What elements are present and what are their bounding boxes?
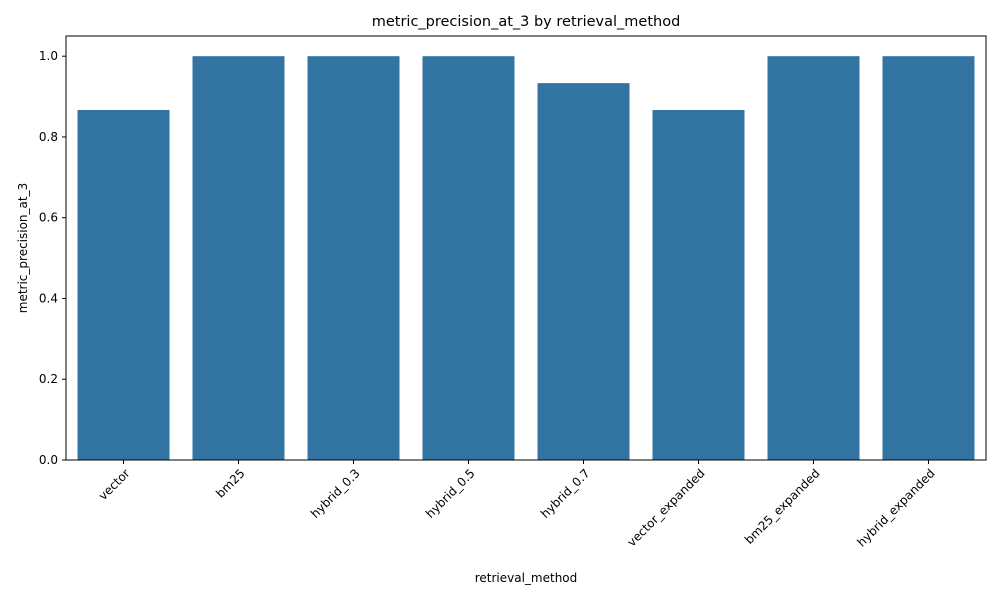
bar-vector <box>77 110 170 461</box>
y-tick-label: 1.0 <box>39 49 58 63</box>
y-tick-label: 0.2 <box>39 372 58 386</box>
y-tick-label: 0.6 <box>39 211 58 225</box>
x-tick-label: hybrid_0.5 <box>423 466 478 521</box>
bar-bm25 <box>192 56 285 460</box>
plot-frame <box>65 35 987 461</box>
x-tick-label: bm25_expanded <box>742 466 823 547</box>
x-tick-label: hybrid_0.7 <box>538 466 593 521</box>
bar-vector_expanded <box>652 110 745 461</box>
y-tick-label: 0.8 <box>39 130 58 144</box>
bar-hybrid_0.5 <box>422 56 515 460</box>
x-tick-label: hybrid_0.3 <box>308 466 363 521</box>
x-tick-label: hybrid_expanded <box>854 466 937 549</box>
y-axis-label: metric_precision_at_3 <box>16 183 30 313</box>
bar-bm25_expanded <box>767 56 860 460</box>
x-axis-label: retrieval_method <box>475 571 578 585</box>
y-tick-label: 0.4 <box>39 291 58 305</box>
chart-title: metric_precision_at_3 by retrieval_metho… <box>372 14 681 30</box>
y-tick-label: 0.0 <box>39 453 58 467</box>
x-tick-label: vector <box>96 466 133 503</box>
y-ticks-group: 0.0 0.2 0.4 0.6 0.8 1.0 <box>39 49 66 467</box>
bar-hybrid_0.7 <box>537 83 630 460</box>
x-ticks-group: vector bm25 hybrid_0.3 hybrid_0.5 hybrid_0.7… <box>96 460 938 549</box>
x-tick-label: bm25 <box>213 466 247 500</box>
bars-group <box>77 56 975 461</box>
bar-hybrid_expanded <box>882 56 975 460</box>
x-tick-label: vector_expanded <box>625 466 708 549</box>
bar-hybrid_0.3 <box>307 56 400 460</box>
